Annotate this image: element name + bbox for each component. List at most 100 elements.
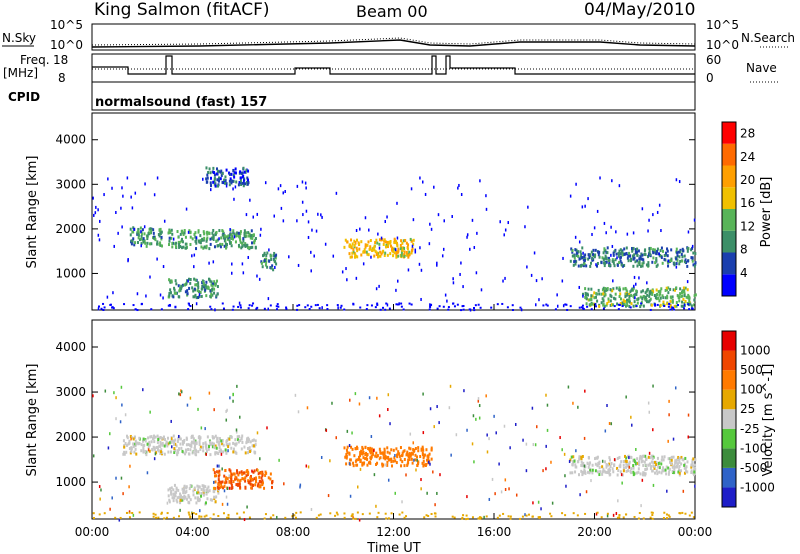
scatter-cell <box>308 308 311 311</box>
colorbar-segment <box>722 252 736 275</box>
scatter-cell <box>209 188 212 192</box>
scatter-cell <box>358 247 361 251</box>
scatter-cell <box>608 258 611 262</box>
scatter-cell <box>205 452 207 456</box>
scatter-cell <box>186 292 189 296</box>
scatter-cell <box>410 457 413 461</box>
scatter-cell <box>216 169 219 173</box>
scatter-cell <box>170 490 173 494</box>
scatter-cell <box>345 267 347 271</box>
scatter-cell <box>209 171 212 175</box>
scatter-cell <box>221 181 224 185</box>
scatter-cell <box>219 245 222 249</box>
scatter-cell <box>134 191 137 195</box>
scatter-cell <box>632 466 635 470</box>
beam-label: Beam 00 <box>356 2 428 21</box>
scatter-cell <box>690 469 693 473</box>
scatter-cell <box>205 514 208 517</box>
scatter-cell <box>172 488 175 492</box>
scatter-cell <box>264 181 267 185</box>
scatter-cell <box>419 246 421 250</box>
scatter-cell <box>245 474 248 478</box>
scatter-cell <box>670 257 673 261</box>
scatter-cell <box>214 486 217 490</box>
scatter-cell <box>622 516 625 519</box>
scatter-cell <box>167 231 170 235</box>
scatter-cell <box>659 303 662 307</box>
scatter-cell <box>628 300 631 304</box>
scatter-cell <box>367 240 370 244</box>
scatter-cell <box>664 468 667 472</box>
scatter-cell <box>202 177 204 181</box>
scatter-cell <box>609 299 612 303</box>
scatter-cell <box>691 256 694 260</box>
scatter-cell <box>223 234 226 238</box>
scatter-cell <box>364 457 367 461</box>
scatter-cell <box>247 440 250 444</box>
scatter-cell <box>612 513 615 517</box>
scatter-cell <box>499 220 501 224</box>
scatter-cell <box>179 232 182 236</box>
scatter-cell <box>477 397 480 401</box>
scatter-cell <box>216 279 219 283</box>
scatter-cell <box>604 470 607 474</box>
scatter-cell <box>156 240 159 244</box>
scatter-cell <box>452 281 455 285</box>
scatter-cell <box>160 308 163 311</box>
scatter-cell <box>591 252 594 256</box>
scatter-cell <box>642 261 645 265</box>
scatter-cell <box>216 167 219 171</box>
scatter-cell <box>241 242 244 246</box>
scatter-cell <box>252 470 255 474</box>
scatter-cell <box>538 298 540 302</box>
scatter-cell <box>641 262 644 266</box>
scatter-cell <box>134 308 137 311</box>
scatter-cell <box>251 469 253 473</box>
scatter-cell <box>242 239 245 243</box>
scatter-cell <box>385 302 388 305</box>
scatter-cell <box>205 177 208 181</box>
scatter-cell <box>694 262 697 266</box>
scatter-cell <box>222 307 225 310</box>
scatter-cell <box>218 176 221 180</box>
scatter-cell <box>228 442 231 446</box>
scatter-cell <box>666 296 669 300</box>
scatter-cell <box>651 469 654 473</box>
scatter-cell <box>140 449 143 453</box>
scatter-cell <box>259 457 261 461</box>
colorbar-tick-label: -1000 <box>740 480 775 494</box>
scatter-cell <box>679 512 682 515</box>
scatter-cell <box>614 297 617 301</box>
scatter-cell <box>188 501 191 505</box>
scatter-cell <box>451 515 454 518</box>
scatter-cell <box>336 513 339 516</box>
scatter-cell <box>393 238 396 242</box>
scatter-cell <box>156 257 158 261</box>
scatter-cell <box>488 497 491 501</box>
scatter-cell <box>132 445 135 449</box>
scatter-cell <box>243 170 246 174</box>
scatter-cell <box>335 511 338 514</box>
scatter-cell <box>478 516 481 519</box>
colorbar-tick-label: 1000 <box>740 344 771 358</box>
scatter-cell <box>628 292 631 296</box>
scatter-cell <box>692 473 695 477</box>
scatter-cell <box>152 512 155 515</box>
scatter-cell <box>631 246 634 250</box>
scatter-cell <box>246 182 249 186</box>
scatter-cell <box>621 481 623 485</box>
scatter-cell <box>177 243 180 247</box>
noise-tick-left-top: 10^5 <box>50 18 83 32</box>
scatter-cell <box>662 303 665 307</box>
scatter-cell <box>230 486 233 490</box>
nsky-trace <box>91 39 696 48</box>
scatter-cell <box>168 239 171 243</box>
scatter-cell <box>218 464 220 468</box>
scatter-cell <box>637 467 640 471</box>
scatter-cell <box>389 244 392 248</box>
scatter-cell <box>675 257 678 261</box>
scatter-cell <box>667 264 670 268</box>
scatter-cell <box>208 445 211 449</box>
scatter-cell <box>631 423 633 427</box>
scatter-cell <box>583 258 586 262</box>
